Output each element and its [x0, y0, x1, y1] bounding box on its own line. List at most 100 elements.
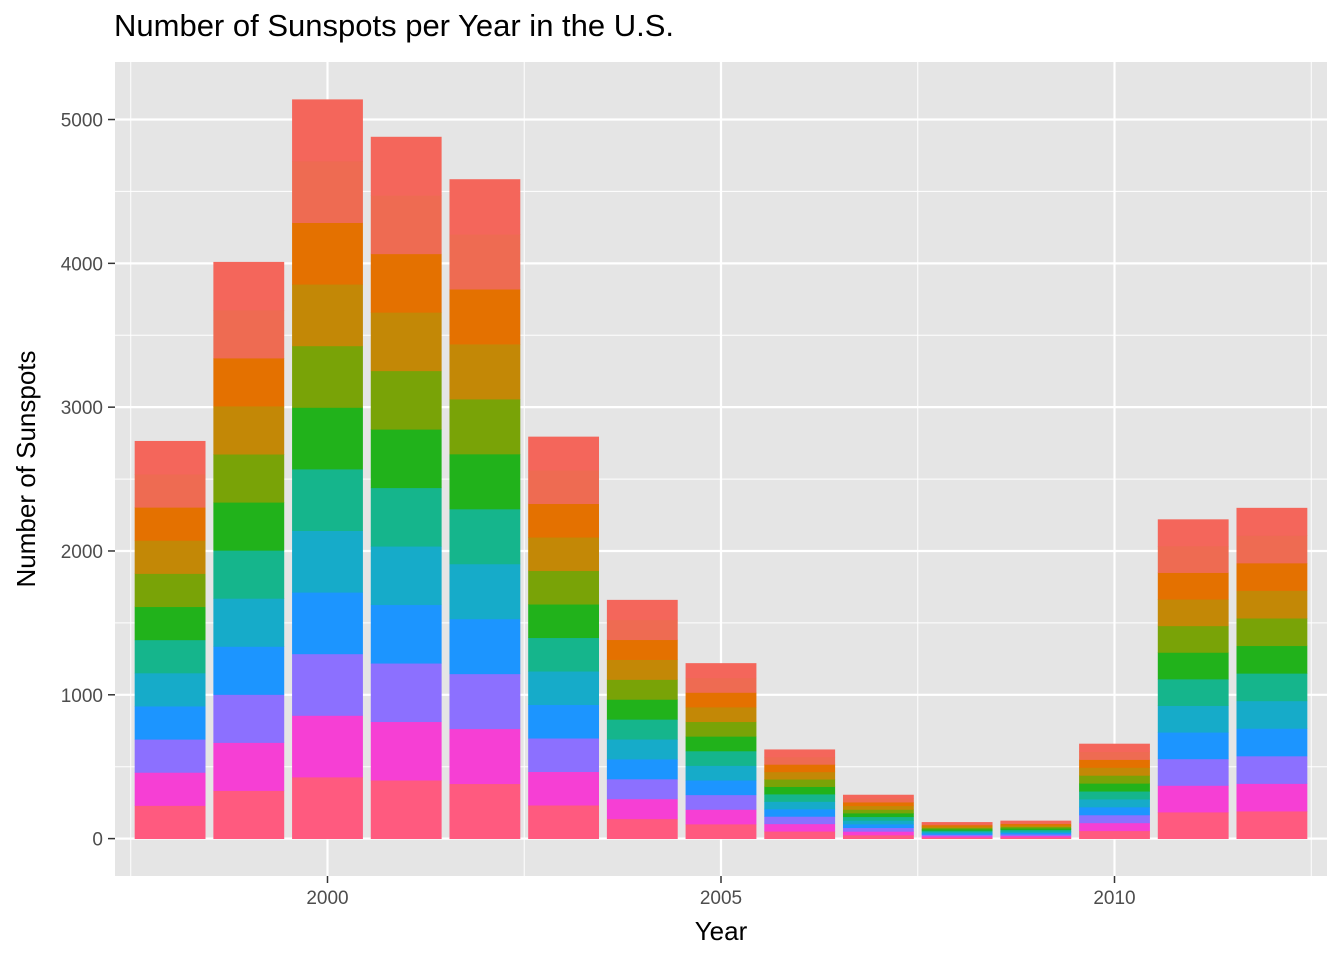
bar-segment: [1157, 599, 1229, 627]
bar-segment: [1079, 767, 1150, 776]
bar-segment: [292, 592, 363, 655]
bar-segment: [685, 677, 757, 693]
bar-segment: [528, 671, 600, 706]
bar-segment: [134, 573, 206, 608]
bar-segment: [606, 739, 678, 760]
bar-segment: [370, 721, 442, 781]
bar-segment: [213, 550, 285, 599]
bar-2006: [764, 749, 836, 840]
x-axis-title: Year: [695, 916, 748, 946]
bar-segment: [606, 818, 678, 840]
bar-segment: [606, 778, 678, 800]
bar-segment: [213, 502, 285, 551]
bar-segment: [213, 358, 285, 407]
bar-segment: [1000, 823, 1072, 826]
bar-segment: [1236, 673, 1308, 702]
bar-segment: [606, 639, 678, 660]
bar-segment: [528, 570, 600, 605]
bar-segment: [449, 234, 521, 290]
bar-segment: [292, 345, 363, 408]
bar-segment: [134, 507, 206, 541]
bar-segment: [370, 546, 442, 606]
bar-segment: [449, 783, 521, 840]
bar-segment: [685, 809, 757, 825]
bar-segment: [370, 370, 442, 430]
bar-segment: [1157, 785, 1229, 813]
bar-segment: [449, 179, 521, 235]
bar-segment: [842, 805, 914, 810]
bar-segment: [292, 284, 363, 347]
bar-segment: [1079, 783, 1150, 792]
y-tick-label: 1000: [61, 686, 103, 707]
bar-segment: [1236, 590, 1308, 619]
bar-segment: [292, 777, 363, 840]
bar-segment: [1157, 678, 1229, 706]
bar-segment: [606, 759, 678, 780]
bar-segment: [921, 834, 993, 837]
bar-segment: [764, 779, 836, 787]
bar-segment: [370, 429, 442, 489]
bar-segment: [1000, 831, 1072, 834]
bar-segment: [685, 721, 757, 737]
bar-segment: [449, 289, 521, 345]
bar-segment: [449, 453, 521, 510]
bar-segment: [1236, 700, 1308, 729]
bar-2005: [685, 663, 757, 840]
y-tick-label: 4000: [61, 254, 103, 275]
bar-segment: [449, 728, 521, 785]
bar-segment: [606, 599, 678, 621]
bar-segment: [134, 739, 206, 773]
bar-2009: [1000, 820, 1072, 840]
y-axis-title: Number of Sunspots: [11, 350, 41, 587]
bar-2002: [449, 179, 521, 840]
bar-segment: [213, 406, 285, 455]
bar-segment: [370, 663, 442, 723]
bar-1998: [134, 440, 206, 840]
bar-segment: [606, 719, 678, 740]
bar-segment: [764, 756, 836, 765]
bar-segment: [685, 823, 757, 840]
bar-segment: [921, 835, 993, 838]
bar-segment: [370, 604, 442, 664]
bar-segment: [1157, 545, 1229, 573]
bar-segment: [449, 508, 521, 565]
bar-segment: [213, 598, 285, 647]
bar-segment: [528, 805, 600, 840]
bar-segment: [842, 831, 914, 836]
bar-segment: [134, 805, 206, 840]
y-tick-label: 5000: [61, 111, 103, 132]
bar-segment: [1157, 758, 1229, 786]
bar-2001: [370, 136, 442, 840]
bar-segment: [764, 823, 836, 832]
bar-segment: [1000, 828, 1072, 831]
bar-segment: [1079, 806, 1150, 816]
bar-segment: [921, 831, 993, 834]
y-tick-label: 2000: [61, 542, 103, 563]
bar-segment: [1079, 799, 1150, 808]
bar-segment: [685, 794, 757, 810]
bar-segment: [134, 440, 206, 475]
bar-segment: [134, 672, 206, 707]
bar-segment: [921, 828, 993, 831]
bar-2008: [921, 822, 993, 840]
bar-segment: [1236, 507, 1308, 536]
bar-segment: [370, 195, 442, 255]
bar-segment: [921, 833, 993, 835]
bar-segment: [842, 827, 914, 832]
bar-segment: [1157, 732, 1229, 760]
bar-segment: [842, 802, 914, 807]
bar-segment: [1000, 826, 1072, 829]
bar-segment: [292, 715, 363, 778]
bar-segment: [134, 606, 206, 641]
bar-segment: [842, 798, 914, 803]
bar-segment: [1157, 519, 1229, 547]
bar-segment: [764, 816, 836, 825]
bar-segment: [1157, 625, 1229, 653]
bar-segment: [213, 646, 285, 695]
bar-segment: [842, 813, 914, 818]
bar-segment: [213, 694, 285, 743]
bar-segment: [1000, 835, 1072, 838]
bar-segment: [1000, 837, 1072, 840]
bar-segment: [528, 604, 600, 639]
bar-segment: [842, 809, 914, 814]
